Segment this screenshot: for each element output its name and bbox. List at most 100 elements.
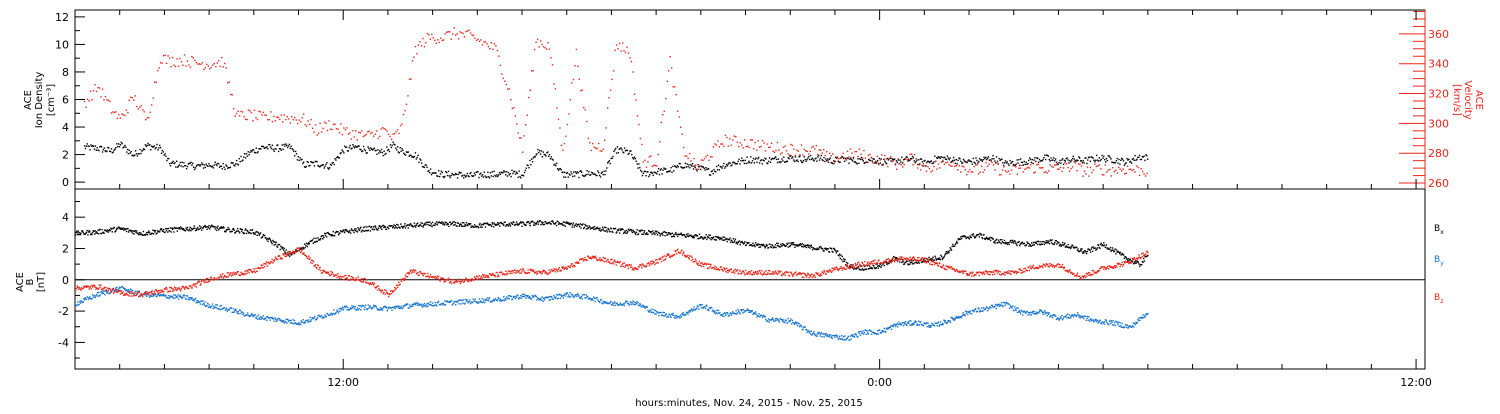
- velocity-point: [513, 107, 514, 108]
- density-point: [988, 156, 989, 157]
- velocity-point: [97, 87, 98, 88]
- bx-point: [836, 252, 837, 253]
- density-point: [1025, 164, 1026, 165]
- bx-point: [545, 221, 546, 222]
- bx-point: [517, 223, 518, 224]
- density-point: [222, 168, 223, 169]
- by-point: [674, 317, 675, 318]
- by-point: [651, 312, 652, 313]
- density-point: [1018, 159, 1019, 160]
- bx-point: [540, 224, 541, 225]
- density-point: [794, 161, 795, 162]
- bx-point: [371, 226, 372, 227]
- velocity-point: [234, 115, 235, 116]
- density-point: [983, 157, 984, 158]
- bx-point: [844, 259, 845, 260]
- density-point: [266, 146, 267, 147]
- by-point: [565, 292, 566, 293]
- by-point: [714, 312, 715, 313]
- velocity-point: [166, 63, 167, 64]
- density-point: [856, 163, 857, 164]
- by-point: [587, 296, 588, 297]
- bx-point: [166, 230, 167, 231]
- bx-point: [312, 239, 313, 240]
- velocity-point: [1102, 174, 1103, 175]
- bx-point: [1063, 244, 1064, 245]
- velocity-point: [170, 66, 171, 67]
- by-point: [386, 307, 387, 308]
- density-point: [200, 164, 201, 165]
- bx-point: [487, 222, 488, 223]
- velocity-point: [696, 169, 697, 170]
- bx-point: [115, 231, 116, 232]
- by-point: [387, 308, 388, 309]
- by-point: [370, 305, 371, 306]
- by-point: [213, 306, 214, 307]
- velocity-point: [239, 115, 240, 116]
- velocity-point: [220, 66, 221, 67]
- velocity-point: [190, 67, 191, 68]
- density-point: [703, 166, 704, 167]
- bx-point: [465, 225, 466, 226]
- bx-point: [939, 257, 940, 258]
- by-point: [692, 310, 693, 311]
- bx-point: [79, 232, 80, 233]
- bx-point: [138, 234, 139, 235]
- density-point: [933, 161, 934, 162]
- by-point: [391, 310, 392, 311]
- by-point: [852, 336, 853, 337]
- density-point: [807, 157, 808, 158]
- velocity-point: [175, 66, 176, 67]
- by-point: [666, 314, 667, 315]
- velocity-point: [498, 56, 499, 57]
- bx-point: [549, 221, 550, 222]
- velocity-point: [459, 31, 460, 32]
- bx-point: [932, 257, 933, 258]
- by-point: [792, 320, 793, 321]
- density-point: [633, 158, 634, 159]
- velocity-point: [167, 55, 168, 56]
- bx-point: [342, 231, 343, 232]
- bx-point: [441, 223, 442, 224]
- by-point: [516, 297, 517, 298]
- density-point: [444, 176, 445, 177]
- density-point: [467, 173, 468, 174]
- velocity-point: [151, 104, 152, 105]
- velocity-point: [1032, 163, 1033, 164]
- bx-point: [147, 234, 148, 235]
- density-point: [1038, 162, 1039, 163]
- bx-point: [1056, 240, 1057, 241]
- bx-point: [176, 227, 177, 228]
- by-point: [418, 303, 419, 304]
- velocity-point: [993, 164, 994, 165]
- by-point: [150, 296, 151, 297]
- velocity-point: [263, 112, 264, 113]
- velocity-point: [84, 101, 85, 102]
- by-point: [536, 296, 537, 297]
- by-point: [791, 323, 792, 324]
- density-point: [484, 172, 485, 173]
- velocity-point: [820, 149, 821, 150]
- velocity-point: [831, 155, 832, 156]
- density-point: [212, 166, 213, 167]
- by-point: [365, 305, 366, 306]
- bx-point: [416, 225, 417, 226]
- density-point: [216, 165, 217, 166]
- bx-point: [709, 238, 710, 239]
- density-point: [341, 152, 342, 153]
- velocity-point: [230, 94, 231, 95]
- density-point: [179, 164, 180, 165]
- by-point: [462, 300, 463, 301]
- by-point: [915, 321, 916, 322]
- by-point: [243, 313, 244, 314]
- velocity-point: [494, 43, 495, 44]
- density-point: [287, 147, 288, 148]
- density-point: [524, 172, 525, 173]
- bx-point: [265, 237, 266, 238]
- by-point: [965, 311, 966, 312]
- density-point: [323, 164, 324, 165]
- bx-point: [1139, 266, 1140, 267]
- bx-point: [662, 233, 663, 234]
- by-point: [284, 322, 285, 323]
- velocity-point: [257, 119, 258, 120]
